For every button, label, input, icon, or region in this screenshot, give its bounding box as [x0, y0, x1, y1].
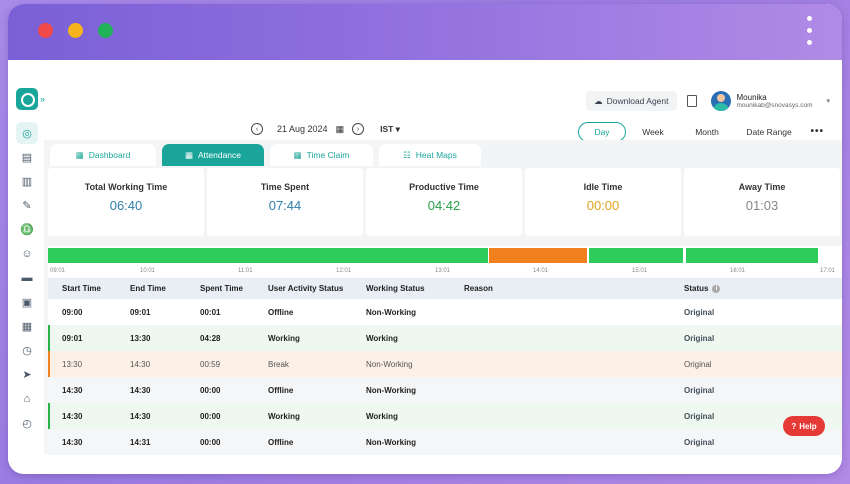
timeline-segment-working[interactable] — [589, 248, 683, 263]
avatar[interactable] — [710, 91, 731, 111]
cloud-download-icon: ☁ — [594, 95, 603, 106]
send-icon[interactable]: ➤ — [22, 369, 32, 382]
info-icon[interactable]: i — [712, 284, 721, 293]
help-button[interactable]: ? Help — [783, 416, 825, 436]
timeline-tick: 15:01 — [632, 268, 648, 274]
calendar-icon[interactable]: ▦ — [21, 321, 33, 333]
clock-icon[interactable]: ◷ — [22, 345, 32, 358]
timeline-tick: 13:01 — [435, 268, 451, 274]
top-right-bar: ☁ Download Agent Mounika mounikab@snovas… — [586, 88, 830, 114]
watch-icon[interactable]: ◴ — [22, 417, 32, 430]
chevron-right-icon[interactable]: › — [352, 123, 365, 135]
graduation-icon[interactable]: ⌂ — [23, 393, 31, 406]
table-row[interactable]: 13:30 14:30 00:59 Break Non-Working Orig… — [48, 351, 842, 377]
chevron-left-icon[interactable]: ‹ — [251, 123, 263, 135]
timeline-segment-break[interactable] — [489, 248, 587, 263]
tab-time-claim[interactable]: ▦ Time Claim — [270, 144, 373, 166]
timeline-tick: 17:01 — [820, 268, 836, 274]
activity-timeline: 09:01 10:01 11:01 12:01 13:01 14:01 15:0… — [48, 246, 842, 278]
period-selector: Day Week Month Date Range — [578, 122, 804, 142]
timeline-tick: 16:01 — [730, 268, 746, 274]
help-icon: ? — [791, 421, 797, 431]
heatmap-icon: ☷ — [403, 149, 411, 160]
col-working-status[interactable]: Working Status — [366, 284, 425, 293]
card-away-time: Away Time 01:03 — [684, 168, 840, 236]
tab-heat-maps[interactable]: ☷ Heat Maps — [379, 144, 481, 166]
user-icon[interactable]: ☺ — [21, 247, 33, 260]
tab-dashboard[interactable]: ▦ Dashboard — [50, 144, 156, 166]
app-body: » ◎ ▤ ▥ ✎ ♎ ☺ ▬ ▣ ▦ ◷ ➤ ⌂ ◴ ☁ Download A… — [8, 60, 842, 474]
period-date-range[interactable]: Date Range — [746, 127, 792, 137]
table-row[interactable]: 09:00 09:01 00:01 Offline Non-Working Or… — [62, 307, 715, 317]
timeline-tick: 09:01 — [50, 268, 66, 274]
card-idle-time: Idle Time 00:00 — [525, 168, 681, 236]
minimize-window-button[interactable] — [68, 23, 83, 38]
card-value: 06:40 — [109, 198, 143, 213]
timeline-tick: 10:01 — [140, 268, 156, 274]
more-options-icon[interactable]: ••• — [810, 126, 824, 137]
card-total-working-time: Total Working Time 06:40 — [48, 168, 204, 236]
title-bar — [8, 4, 842, 60]
app-window: » ◎ ▤ ▥ ✎ ♎ ☺ ▬ ▣ ▦ ◷ ➤ ⌂ ◴ ☁ Download A… — [8, 4, 842, 474]
card-value: 04:42 — [427, 198, 461, 213]
col-start-time[interactable]: Start Time — [62, 284, 101, 293]
expand-sidebar-icon[interactable]: » — [40, 94, 46, 104]
date-navigator: ‹ 21 Aug 2024 ▦ › IST ▾ — [251, 123, 400, 135]
idea-icon[interactable]: ✎ — [22, 200, 32, 213]
timeline-tick: 14:01 — [533, 268, 549, 274]
period-month[interactable]: Month — [695, 127, 719, 137]
tab-attendance[interactable]: ▦ Attendance — [162, 144, 264, 166]
user-info[interactable]: Mounika mounikab@snovasys.com — [737, 93, 813, 110]
briefcase-icon[interactable]: ▣ — [21, 296, 33, 309]
table-row[interactable]: 14:30 14:31 00:00 Offline Non-Working Or… — [48, 429, 842, 455]
table-row[interactable]: 09:01 13:30 04:28 Working Working Origin… — [48, 325, 842, 351]
sidebar: ◎ ▤ ▥ ✎ ♎ ☺ ▬ ▣ ▦ ◷ ➤ ⌂ ◴ — [16, 122, 42, 436]
maximize-window-button[interactable] — [98, 23, 113, 38]
period-day[interactable]: Day — [578, 122, 626, 142]
user-name: Mounika — [736, 92, 767, 102]
col-reason[interactable]: Reason — [464, 284, 493, 293]
app-logo[interactable] — [16, 88, 38, 110]
card-productive-time: Productive Time 04:42 — [366, 168, 522, 236]
calendar-icon: ▦ — [293, 149, 302, 160]
timeline-segment-working[interactable] — [48, 248, 488, 263]
ticket-icon[interactable]: ▥ — [21, 175, 33, 188]
card-time-spent: Time Spent 07:44 — [207, 168, 363, 236]
target-icon[interactable]: ◎ — [16, 122, 38, 144]
timeline-tick: 12:01 — [336, 268, 352, 274]
user-email: mounikab@snovasys.com — [736, 101, 813, 109]
attendance-table: Start Time End Time Spent Time User Acti… — [48, 278, 842, 455]
calendar-icon[interactable]: ▦ — [335, 123, 345, 134]
download-agent-label: Download Agent — [606, 96, 669, 106]
download-agent-button[interactable]: ☁ Download Agent — [586, 91, 677, 111]
col-status[interactable]: Status i — [674, 284, 794, 293]
main-content: ▦ Dashboard ▦ Attendance ▦ Time Claim ☷ … — [44, 140, 842, 455]
timeline-tick: 11:01 — [238, 268, 253, 274]
timeline-segment-working[interactable] — [686, 248, 818, 263]
selected-date[interactable]: 21 Aug 2024 — [277, 124, 328, 134]
table-row[interactable]: 14:30 14:30 00:00 Offline Non-Working Or… — [48, 377, 842, 403]
close-window-button[interactable] — [38, 23, 53, 38]
document-icon[interactable] — [686, 95, 697, 107]
chevron-down-icon[interactable]: ▾ — [826, 98, 830, 105]
tab-bar: ▦ Dashboard ▦ Attendance ▦ Time Claim ☷ … — [50, 144, 487, 166]
col-end-time[interactable]: End Time — [130, 284, 166, 293]
col-spent-time[interactable]: Spent Time — [200, 284, 243, 293]
col-user-activity-status[interactable]: User Activity Status — [268, 284, 344, 293]
timezone-select[interactable]: IST ▾ — [380, 123, 400, 134]
window-menu-icon[interactable] — [806, 16, 812, 48]
card-value: 00:00 — [586, 198, 620, 213]
card-icon[interactable]: ▬ — [21, 272, 33, 285]
alarm-icon[interactable]: ♎ — [20, 224, 34, 237]
card-value: 01:03 — [745, 198, 779, 213]
period-week[interactable]: Week — [642, 127, 664, 137]
table-row[interactable]: 14:30 14:30 00:00 Working Working Origin… — [48, 403, 842, 429]
report-icon[interactable]: ▤ — [21, 151, 33, 164]
summary-cards: Total Working Time 06:40 Time Spent 07:4… — [48, 168, 842, 236]
table-header: Start Time End Time Spent Time User Acti… — [48, 278, 842, 299]
grid-icon: ▦ — [75, 149, 84, 160]
calendar-icon: ▦ — [184, 149, 193, 160]
card-value: 07:44 — [268, 198, 302, 213]
